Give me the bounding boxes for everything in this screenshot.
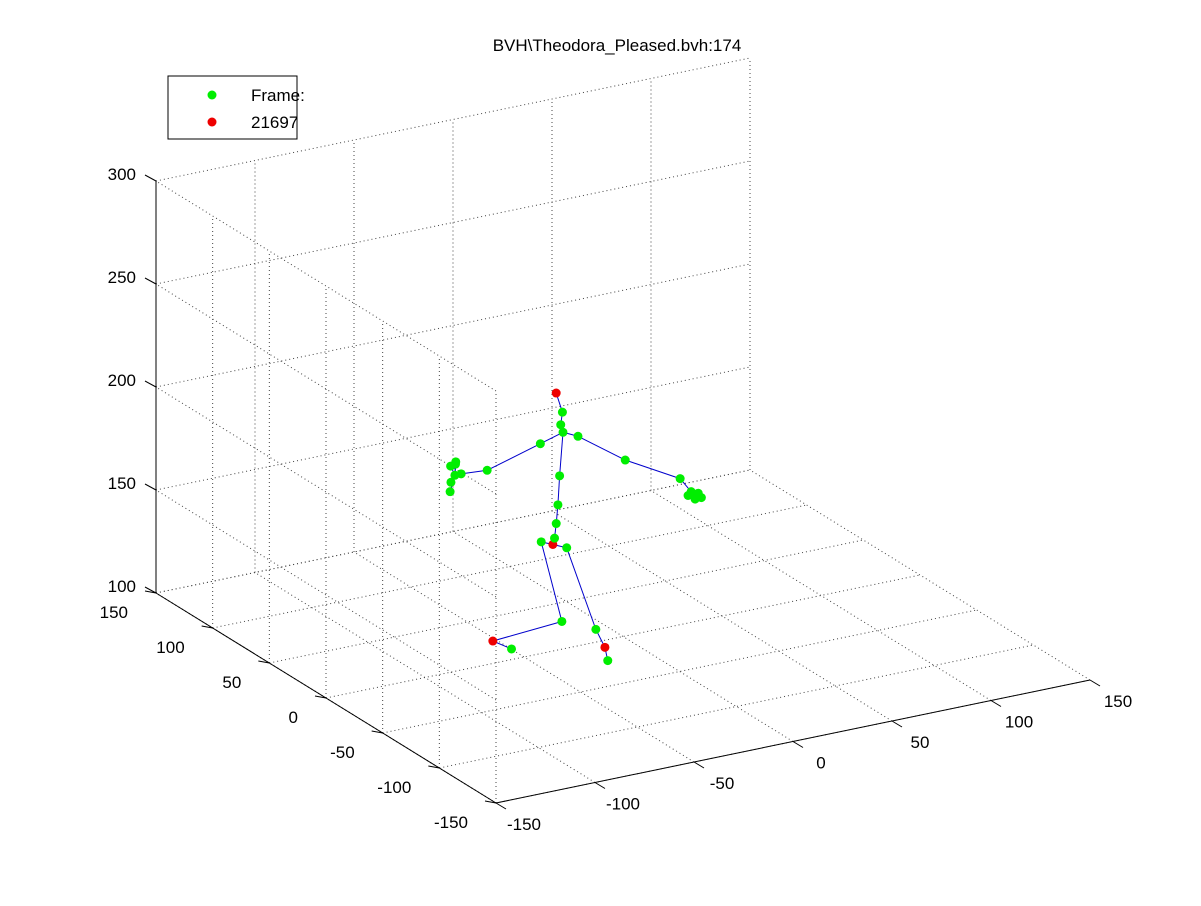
x-tick [693,761,705,769]
joint-l_forearm [675,474,685,484]
joint-spine [550,533,560,543]
z-tick [144,483,157,491]
x-tick-label: -150 [507,815,541,834]
bone-l_upleg-l_leg [540,541,563,622]
y-tick [428,765,440,769]
x-tick [495,802,507,810]
joint-spine1 [551,519,561,529]
y-tick [144,590,157,594]
bone-r_upleg-r_leg [566,547,597,630]
legend: Frame: 21697 [167,75,305,140]
joint-l_shoulder [573,431,583,441]
y-tick-label: 100 [156,638,184,657]
z-tick-label: 200 [108,371,136,390]
x-tick-label: 50 [911,733,930,752]
bone-r_shoulder-r_arm [486,443,541,471]
legend-label-number: 21697 [251,113,298,132]
joint-r_shoulder [535,439,545,449]
z-tick [144,586,157,594]
y-tick-label: -150 [434,813,468,832]
joint-r_finger3 [450,459,460,469]
legend-marker-number [207,117,217,127]
x-tick-label: -100 [606,795,640,814]
x-tick [594,782,606,789]
y-tick [371,730,383,734]
legend-label-frame: Frame: [251,86,305,105]
y-tick-label: 50 [222,673,241,692]
joint-r_finger4 [446,477,456,487]
joint-neck1 [556,420,566,430]
joint-l_upleg [536,537,546,547]
joint-head [557,407,567,417]
x-tick [990,700,1002,707]
joint-l_arm [620,455,630,465]
x-tick-label: 150 [1104,692,1132,711]
joint-r_arm [482,465,492,475]
joint-spine2 [553,500,563,510]
bone-l_shoulder-l_arm [577,435,626,461]
z-tick-label: 100 [108,577,136,596]
joint-head_end [551,388,561,398]
y-tick-label: 150 [100,603,128,622]
joint-neck [558,427,568,437]
y-tick-label: -50 [330,743,355,762]
bone-l_leg-l_foot [492,620,563,642]
y-tick-label: -100 [377,778,411,797]
x-tick-label: 0 [816,754,825,773]
y-tick-label: 0 [289,708,298,727]
joint-l_finger5 [690,494,700,504]
z-tick-label: 300 [108,165,136,184]
y-tick [258,660,270,664]
joint-l_foot [488,636,498,646]
x-tick-label: 100 [1005,713,1033,732]
joint-r_finger5 [445,487,455,497]
bone-spine2-spine3 [557,475,561,505]
x-tick [792,741,804,748]
z-tick [144,380,157,388]
legend-box [167,75,298,140]
axis-layer: -150 -100 -50 0 50 100 150 -150 -100 -50 0 50 100 150… [100,165,1133,834]
joint-layer [445,388,706,666]
legend-marker-frame [207,90,217,100]
joint-r_hand [450,470,460,480]
joint-r_leg [591,624,601,634]
joint-l_leg [557,616,567,626]
x-tick-label: -50 [710,774,735,793]
joint-r_upleg [562,543,572,553]
x-tick [1089,679,1101,687]
chart-title: BVH\Theodora_Pleased.bvh:174 [493,36,742,55]
y-tick [201,625,213,629]
z-tick-label: 250 [108,268,136,287]
z-tick [144,277,157,285]
bone-spine3-neck [559,432,564,476]
z-tick [144,174,157,182]
y-tick [314,695,327,699]
joint-r_toe [603,656,613,666]
z-tick-label: 150 [108,474,136,493]
bone-l_arm-l_forearm [625,459,681,480]
y-tick [484,800,497,804]
joint-l_toe [507,644,517,654]
x-tick [891,720,903,728]
joint-r_foot [600,642,610,652]
joint-spine3 [555,471,565,481]
